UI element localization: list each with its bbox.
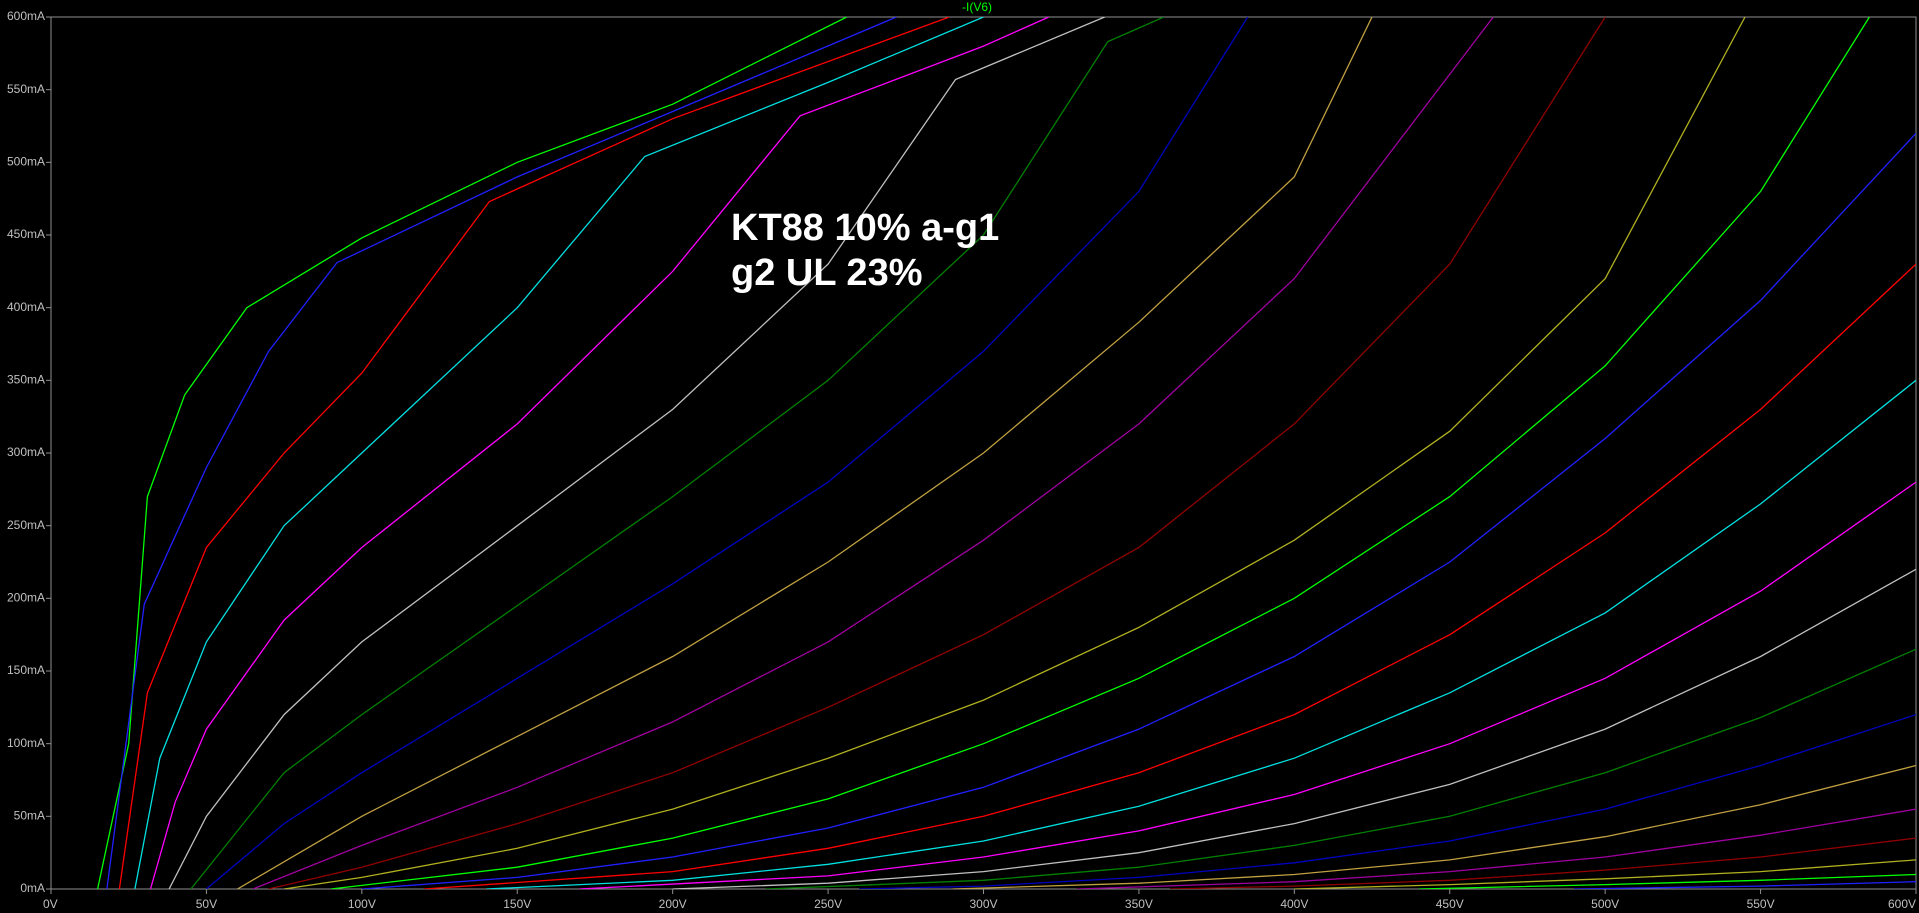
curve: [330, 17, 1870, 889]
curve: [96, 17, 847, 889]
y-tick-label: 50mA: [14, 809, 45, 823]
curve: [1418, 873, 1916, 889]
y-tick-label: 350mA: [7, 373, 45, 387]
x-tick-label: 250V: [814, 897, 842, 911]
curve: [118, 17, 950, 889]
curve: [361, 132, 1916, 889]
curve: [423, 263, 1916, 889]
x-tick-label: 100V: [348, 897, 376, 911]
x-tick-label: 200V: [659, 897, 687, 911]
y-tick-label: 500mA: [7, 155, 45, 169]
x-tick-label: 150V: [503, 897, 531, 911]
x-tick-label: 300V: [969, 897, 997, 911]
curve: [190, 17, 1165, 889]
curve: [1076, 808, 1916, 889]
y-tick-label: 600mA: [7, 9, 45, 23]
y-tick-label: 400mA: [7, 300, 45, 314]
y-tick-label: 200mA: [7, 591, 45, 605]
y-tick-label: 250mA: [7, 518, 45, 532]
x-tick-label: 500V: [1591, 897, 1619, 911]
curve: [268, 17, 1606, 889]
plot-area: [96, 17, 1916, 889]
x-tick-label: 450V: [1436, 897, 1464, 911]
x-tick-label: 350V: [1125, 897, 1153, 911]
curve: [765, 648, 1916, 889]
y-tick-label: 550mA: [7, 82, 45, 96]
curve: [579, 481, 1916, 889]
curve: [952, 764, 1916, 889]
x-tick-label: 50V: [196, 897, 217, 911]
curve: [168, 17, 1105, 889]
y-tick-label: 150mA: [7, 663, 45, 677]
curve: [205, 17, 1249, 889]
curve: [106, 17, 897, 889]
x-tick-label: 600V: [1888, 897, 1916, 911]
y-tick-label: 300mA: [7, 445, 45, 459]
annotation: KT88 10% a-g1: [731, 207, 999, 249]
chart-title: -I(V6): [962, 0, 992, 14]
curve: [1169, 837, 1916, 889]
curve: [237, 17, 1373, 889]
curve: [134, 17, 984, 889]
x-tick-label: 0V: [43, 897, 58, 911]
curve: [1294, 859, 1916, 889]
curve: [252, 17, 1494, 889]
curve: [149, 17, 1050, 889]
x-tick-label: 550V: [1747, 897, 1775, 911]
curve: [672, 568, 1916, 889]
y-tick-label: 0mA: [20, 881, 45, 895]
curve: [486, 379, 1916, 889]
y-tick-label: 450mA: [7, 227, 45, 241]
y-tick-label: 100mA: [7, 736, 45, 750]
x-tick-label: 400V: [1280, 897, 1308, 911]
curve: [1574, 881, 1916, 889]
annotation: g2 UL 23%: [731, 252, 922, 294]
curve: [859, 713, 1916, 889]
curve: [284, 17, 1746, 889]
